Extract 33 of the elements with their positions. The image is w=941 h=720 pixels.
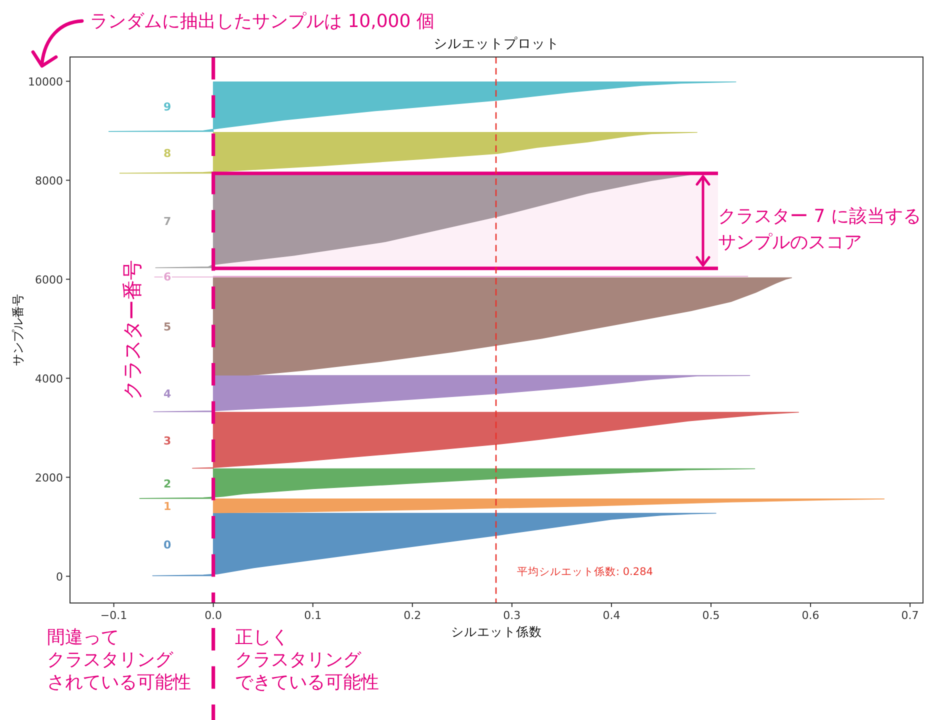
x-tick-label: −0.1 xyxy=(100,609,128,622)
y-tick-label: 4000 xyxy=(35,372,63,386)
text: 間違ってクラスタリングされている可能性 xyxy=(47,627,191,693)
y-tick-label: 10000 xyxy=(28,75,63,88)
text: 正しくクラスタリングできている可能性 xyxy=(235,627,379,693)
text: 1 xyxy=(164,500,172,513)
chart-title: シルエットプロット xyxy=(434,36,560,52)
annotation: クラスター番号 xyxy=(120,260,144,400)
x-axis-title: シルエット係数 xyxy=(451,624,542,639)
y-tick-label: 6000 xyxy=(35,273,63,286)
x-tick-label: 0.2 xyxy=(404,609,422,622)
x-tick-label: 0.4 xyxy=(602,609,620,622)
x-tick-label: 0.1 xyxy=(304,609,322,622)
x-tick-label: 0.3 xyxy=(503,609,521,622)
series-label: 9 xyxy=(164,100,172,114)
text: 5 xyxy=(164,320,172,334)
band-label: クラスター 7 に該当するサンプルのスコア xyxy=(718,206,921,253)
x-tick-label: 0.0 xyxy=(204,609,222,622)
y-tick-label: 2000 xyxy=(35,471,63,484)
series-label: 2 xyxy=(164,478,172,491)
y-axis-title: サンプル番号 xyxy=(11,294,25,366)
text: ランダムに抽出したサンプルは 10,000 個 xyxy=(90,11,434,32)
text: 7 xyxy=(164,214,172,228)
x-tick-label: 0.7 xyxy=(901,609,919,622)
ref-line-label: 平均シルエット係数: 0.284 xyxy=(517,566,654,578)
x-tick-label: 0.5 xyxy=(702,609,720,622)
series-label: 8 xyxy=(164,146,172,160)
text: 3 xyxy=(164,434,172,448)
y-tick-label: 8000 xyxy=(35,174,63,188)
x-tick-label: 0.6 xyxy=(802,609,820,622)
series-label: 4 xyxy=(164,388,172,401)
y-tick-label: 0 xyxy=(56,570,63,584)
text: 0 xyxy=(164,538,172,552)
